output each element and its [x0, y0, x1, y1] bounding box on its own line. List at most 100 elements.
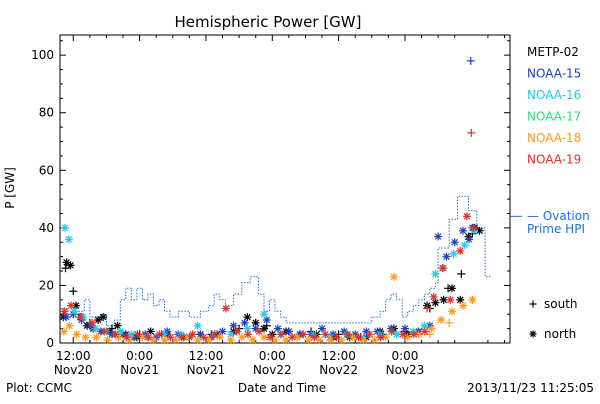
noaa-18-north-point	[304, 336, 313, 345]
y-axis-label: P [GW]	[3, 167, 17, 209]
noaa-19-north-point	[144, 333, 153, 342]
noaa-18-north-point	[389, 272, 398, 281]
noaa-16-north-point	[193, 321, 202, 330]
noaa-19-north-point	[365, 330, 374, 339]
y-tick-label: 60	[39, 163, 54, 177]
noaa-18-north-point	[171, 336, 180, 345]
noaa-19-north-point	[100, 327, 109, 336]
noaa-18-north-point	[92, 333, 101, 342]
metp-02-north-point	[456, 295, 465, 304]
noaa-15-north-point	[218, 327, 227, 336]
chart-title: Hemispheric Power [GW]	[175, 13, 362, 31]
noaa-16-north-point	[70, 307, 79, 316]
noaa-18-north-point	[81, 333, 90, 342]
noaa-19-north-point	[446, 295, 455, 304]
noaa-19-north-point	[210, 330, 219, 339]
noaa-19-north-point	[266, 333, 275, 342]
legend-entry: NOAA-17	[527, 110, 581, 124]
noaa-18-north-point	[282, 336, 291, 345]
noaa-19-north-point	[243, 330, 252, 339]
metp-02-north-point	[66, 261, 75, 270]
x-tick-time-label: 12:00	[321, 349, 356, 363]
noaa-15-north-point	[442, 252, 451, 261]
noaa-19-north-point	[155, 330, 164, 339]
noaa-16-north-point	[259, 310, 268, 319]
metp-02-south-point	[444, 284, 453, 293]
noaa-15-north-point	[62, 313, 71, 322]
metp-02-north-point	[431, 298, 440, 307]
noaa-18-north-point	[436, 315, 445, 324]
metp-02-south-point	[457, 269, 466, 278]
noaa-19-north-point	[177, 333, 186, 342]
noaa-19-north-point	[310, 333, 319, 342]
y-tick-label: 20	[39, 278, 54, 292]
noaa-15-north-point	[465, 235, 474, 244]
noaa-19-north-point	[354, 333, 363, 342]
x-tick-time-label: 12:00	[189, 349, 224, 363]
south-marker-symbol	[529, 300, 537, 308]
x-tick-time-label: 0:00	[126, 349, 153, 363]
metp-02-south-point	[61, 264, 70, 273]
noaa-19-north-point	[321, 330, 330, 339]
noaa-19-north-point	[343, 330, 352, 339]
legend-entry: NOAA-18	[527, 131, 581, 145]
noaa-19-north-point	[232, 327, 241, 336]
ovation-hpi-line	[60, 195, 491, 327]
legend-entry: NOAA-15	[527, 67, 581, 81]
noaa-18-north-point	[326, 336, 335, 345]
x-tick-date-label: Nov23	[386, 363, 425, 377]
plot-timestamp: 2013/11/23 11:25:05	[467, 381, 594, 395]
noaa-15-north-point	[240, 318, 249, 327]
noaa-19-north-point	[299, 330, 308, 339]
legend-entry: NOAA-19	[527, 153, 581, 167]
metp-02-north-point	[113, 321, 122, 330]
noaa-19-north-point	[456, 246, 465, 255]
metp-02-north-point	[251, 318, 260, 327]
y-tick-label: 100	[31, 48, 54, 62]
y-tick-label: 80	[39, 106, 54, 120]
y-tick-label: 40	[39, 221, 54, 235]
plot-frame: 02040608010012:00Nov200:00Nov2112:00Nov2…	[31, 34, 511, 377]
noaa-15-north-point	[450, 238, 459, 247]
noaa-19-north-point	[409, 330, 418, 339]
x-tick-time-label: 0:00	[391, 349, 418, 363]
noaa-16-north-point	[60, 223, 69, 232]
noaa-18-north-point	[447, 307, 456, 316]
noaa-18-north-point	[237, 333, 246, 342]
noaa-19-north-point	[438, 264, 447, 273]
marker-legend-label: south	[544, 297, 578, 311]
x-tick-time-label: 12:00	[56, 349, 91, 363]
noaa-18-north-point	[103, 336, 112, 345]
noaa-19-north-point	[221, 304, 230, 313]
noaa-19-north-point	[420, 327, 429, 336]
x-tick-date-label: Nov22	[319, 363, 358, 377]
noaa-15-north-point	[459, 226, 468, 235]
noaa-15-north-point	[229, 321, 238, 330]
noaa-18-north-point	[459, 301, 468, 310]
y-tick-label: 0	[46, 336, 54, 350]
noaa-16-north-point	[449, 249, 458, 258]
noaa-15-south-point	[466, 56, 475, 65]
noaa-19-north-point	[376, 333, 385, 342]
ovation-legend-label: Prime HPI	[527, 222, 585, 236]
metp-02-north-point	[439, 295, 448, 304]
noaa-19-north-point	[332, 333, 341, 342]
noaa-19-north-point	[60, 307, 69, 316]
noaa-18-north-point	[193, 336, 202, 345]
noaa-19-north-point	[288, 333, 297, 342]
metp-02-north-point	[99, 313, 108, 322]
noaa-15-north-point	[273, 324, 282, 333]
x-tick-date-label: Nov20	[54, 363, 93, 377]
ovation-legend-label: — Ovation	[527, 209, 590, 223]
ovation-step-line	[60, 195, 491, 327]
noaa-18-south-point	[445, 318, 454, 327]
legend-entry: METP-02	[527, 45, 579, 59]
noaa-19-north-point	[166, 333, 175, 342]
noaa-18-north-point	[468, 295, 477, 304]
noaa-19-north-point	[75, 313, 84, 322]
noaa-19-north-point	[88, 318, 97, 327]
noaa-18-north-point	[293, 333, 302, 342]
noaa-19-north-point	[133, 330, 142, 339]
noaa-19-north-point	[255, 327, 264, 336]
data-points	[59, 56, 484, 345]
